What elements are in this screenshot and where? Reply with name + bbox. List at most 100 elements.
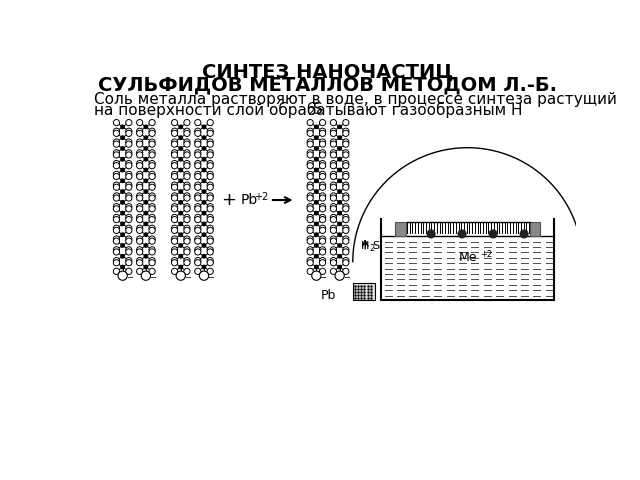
- Circle shape: [307, 225, 313, 231]
- Circle shape: [338, 212, 341, 215]
- Circle shape: [125, 184, 132, 191]
- Circle shape: [184, 216, 190, 223]
- Circle shape: [330, 260, 337, 266]
- Circle shape: [184, 225, 190, 231]
- Circle shape: [149, 128, 155, 134]
- Circle shape: [195, 257, 201, 264]
- Circle shape: [319, 247, 326, 253]
- Circle shape: [172, 216, 178, 223]
- Circle shape: [195, 152, 201, 158]
- Circle shape: [136, 247, 143, 253]
- Circle shape: [307, 260, 313, 266]
- Circle shape: [207, 206, 213, 212]
- Circle shape: [338, 233, 341, 236]
- Circle shape: [113, 152, 120, 158]
- Circle shape: [136, 268, 143, 275]
- Circle shape: [338, 125, 341, 129]
- Circle shape: [125, 236, 132, 242]
- Text: 2: 2: [307, 107, 314, 117]
- Circle shape: [149, 184, 155, 191]
- Circle shape: [330, 184, 337, 191]
- Circle shape: [184, 160, 190, 167]
- Circle shape: [307, 249, 313, 255]
- Circle shape: [207, 257, 213, 264]
- Circle shape: [207, 163, 213, 169]
- Text: S: S: [312, 102, 323, 118]
- Circle shape: [184, 128, 190, 134]
- Circle shape: [343, 249, 349, 255]
- Circle shape: [330, 206, 337, 212]
- Circle shape: [343, 193, 349, 199]
- Circle shape: [343, 268, 349, 275]
- Circle shape: [195, 128, 201, 134]
- Circle shape: [315, 125, 318, 129]
- Circle shape: [330, 150, 337, 156]
- Circle shape: [207, 139, 213, 145]
- Circle shape: [184, 228, 190, 233]
- Circle shape: [125, 193, 132, 199]
- Circle shape: [207, 249, 213, 255]
- Text: на поверхности слой обрабатывают газообразным H: на поверхности слой обрабатывают газообр…: [94, 102, 522, 118]
- Circle shape: [121, 212, 124, 215]
- Circle shape: [172, 141, 178, 147]
- Circle shape: [315, 233, 318, 236]
- Circle shape: [118, 271, 127, 280]
- Circle shape: [149, 141, 155, 147]
- Circle shape: [330, 216, 337, 223]
- Circle shape: [144, 222, 148, 226]
- Circle shape: [338, 244, 341, 247]
- Circle shape: [125, 130, 132, 136]
- Circle shape: [144, 147, 148, 150]
- Circle shape: [195, 184, 201, 191]
- Circle shape: [202, 265, 205, 269]
- Circle shape: [179, 222, 182, 226]
- Circle shape: [184, 150, 190, 156]
- Circle shape: [113, 163, 120, 169]
- Circle shape: [330, 182, 337, 188]
- Circle shape: [184, 120, 190, 126]
- Circle shape: [149, 216, 155, 223]
- Circle shape: [125, 238, 132, 244]
- Circle shape: [319, 193, 326, 199]
- Circle shape: [179, 168, 182, 172]
- Circle shape: [307, 215, 313, 220]
- Circle shape: [338, 168, 341, 172]
- Circle shape: [179, 190, 182, 193]
- Circle shape: [125, 182, 132, 188]
- Bar: [395, 222, 406, 236]
- Text: +2: +2: [480, 250, 492, 259]
- Circle shape: [343, 238, 349, 244]
- Circle shape: [338, 265, 341, 269]
- Circle shape: [207, 171, 213, 178]
- Circle shape: [428, 230, 435, 238]
- Circle shape: [307, 247, 313, 253]
- Circle shape: [125, 228, 132, 233]
- Circle shape: [172, 228, 178, 233]
- Circle shape: [207, 152, 213, 158]
- Circle shape: [136, 206, 143, 212]
- Circle shape: [307, 184, 313, 191]
- Circle shape: [113, 215, 120, 220]
- Circle shape: [179, 201, 182, 204]
- Circle shape: [113, 184, 120, 191]
- Circle shape: [125, 247, 132, 253]
- Circle shape: [207, 247, 213, 253]
- Circle shape: [184, 152, 190, 158]
- Circle shape: [121, 147, 124, 150]
- Circle shape: [136, 257, 143, 264]
- Circle shape: [179, 125, 182, 129]
- Circle shape: [149, 163, 155, 169]
- Circle shape: [184, 204, 190, 210]
- Circle shape: [125, 163, 132, 169]
- Circle shape: [184, 206, 190, 212]
- Circle shape: [179, 244, 182, 247]
- Circle shape: [307, 204, 313, 210]
- Circle shape: [149, 182, 155, 188]
- Circle shape: [125, 206, 132, 212]
- Text: −: −: [343, 274, 349, 282]
- Circle shape: [125, 204, 132, 210]
- Circle shape: [307, 238, 313, 244]
- Text: H: H: [361, 241, 369, 251]
- Circle shape: [125, 257, 132, 264]
- Circle shape: [149, 195, 155, 201]
